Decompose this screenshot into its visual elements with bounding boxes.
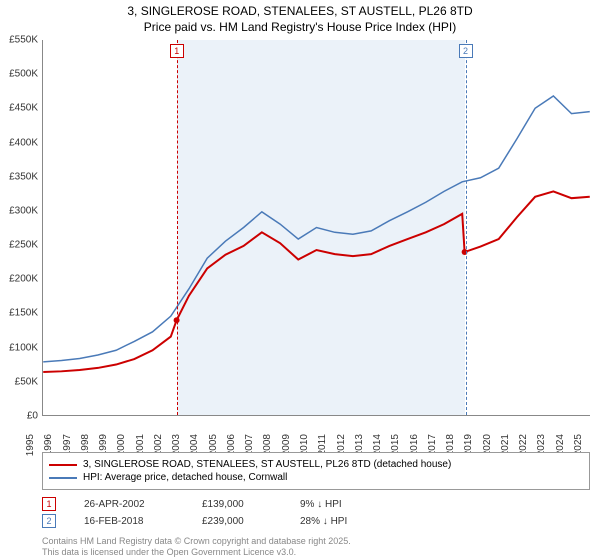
footer-line1: Contains HM Land Registry data © Crown c… [42,536,351,547]
point-date: 26-APR-2002 [84,499,174,510]
y-tick: £250K [0,240,42,251]
marker-line [466,40,467,415]
point-date: 16-FEB-2018 [84,516,174,527]
y-tick: £300K [0,205,42,216]
y-tick: £550K [0,35,42,46]
legend-swatch [49,464,77,466]
y-tick: £400K [0,137,42,148]
footer: Contains HM Land Registry data © Crown c… [42,536,351,558]
title-line1: 3, SINGLEROSE ROAD, STENALEES, ST AUSTEL… [0,4,600,20]
x-tick: 1995 [25,434,36,464]
y-tick: £500K [0,69,42,80]
point-price: £139,000 [202,499,272,510]
y-tick: £50K [0,376,42,387]
chart-title: 3, SINGLEROSE ROAD, STENALEES, ST AUSTEL… [0,0,600,35]
legend-label: HPI: Average price, detached house, Corn… [83,472,287,483]
marker-box: 2 [459,44,473,58]
point-marker-box: 1 [42,497,56,511]
y-tick: £350K [0,171,42,182]
plot-area: 1995199619971998199920002001200220032004… [42,40,590,416]
y-tick: £100K [0,342,42,353]
y-tick: £200K [0,274,42,285]
legend-row: 3, SINGLEROSE ROAD, STENALEES, ST AUSTEL… [49,459,583,470]
point-price: £239,000 [202,516,272,527]
footer-line2: This data is licensed under the Open Gov… [42,547,351,558]
y-tick: £450K [0,103,42,114]
chart-svg [43,40,590,415]
legend-swatch [49,477,77,479]
y-tick: £150K [0,308,42,319]
point-row: 1 26-APR-2002 £139,000 9% ↓ HPI [42,497,347,511]
marker-line [177,40,178,415]
y-tick: £0 [0,411,42,422]
legend-label: 3, SINGLEROSE ROAD, STENALEES, ST AUSTEL… [83,459,451,470]
point-row: 2 16-FEB-2018 £239,000 28% ↓ HPI [42,514,347,528]
legend-row: HPI: Average price, detached house, Corn… [49,472,583,483]
points-table: 1 26-APR-2002 £139,000 9% ↓ HPI 2 16-FEB-2018… [42,494,347,531]
point-marker-box: 2 [42,514,56,528]
point-delta: 9% ↓ HPI [300,499,342,510]
series-line [43,191,590,372]
title-line2: Price paid vs. HM Land Registry's House … [0,20,600,36]
point-delta: 28% ↓ HPI [300,516,347,527]
marker-box: 1 [170,44,184,58]
legend: 3, SINGLEROSE ROAD, STENALEES, ST AUSTEL… [42,452,590,490]
